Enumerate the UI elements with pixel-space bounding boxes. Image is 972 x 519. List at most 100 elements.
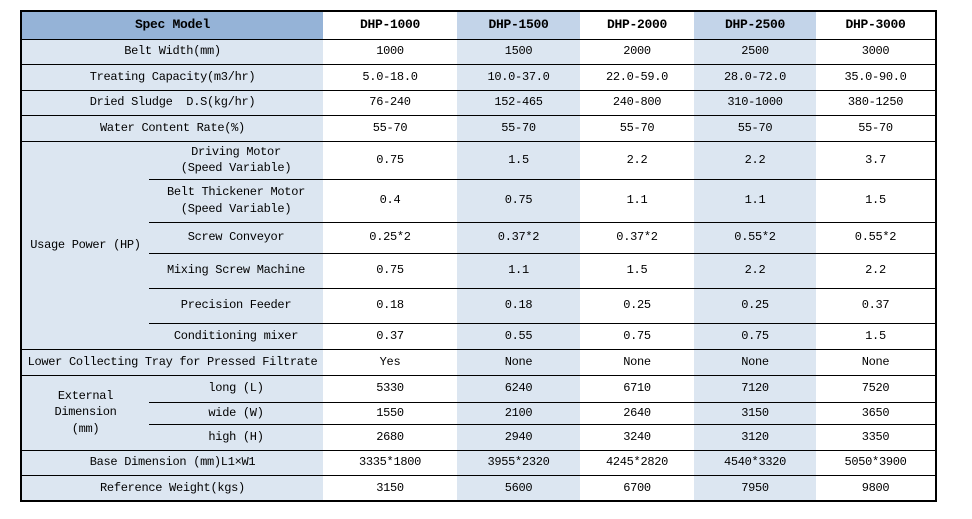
conditioning-mixer-value: 0.55 [457, 323, 581, 350]
belt-thickener-motor-value: 1.1 [580, 179, 695, 223]
dried-sludge-value: 152-465 [457, 90, 581, 116]
lower-collecting-tray-value: Yes [323, 349, 458, 376]
base-dimension-value: 4245*2820 [580, 450, 695, 476]
driving-motor-value: 1.5 [457, 141, 581, 180]
row-label-conditioning-mixer: Conditioning mixer [149, 323, 324, 350]
dimension-wide-value: 3650 [816, 402, 937, 425]
row-precision-feeder: Precision Feeder 0.18 0.18 0.25 0.25 0.3… [21, 288, 937, 324]
belt-width-value: 3000 [816, 39, 937, 65]
model-header-dhp-2500: DHP-2500 [694, 11, 817, 40]
model-header-dhp-3000: DHP-3000 [816, 11, 937, 40]
conditioning-mixer-value: 0.75 [694, 323, 817, 350]
belt-thickener-motor-value: 1.5 [816, 179, 937, 223]
screw-conveyor-value: 0.55*2 [694, 222, 817, 254]
dried-sludge-value: 380-1250 [816, 90, 937, 116]
row-label-treating-capacity: Treating Capacity(m3/hr) [21, 64, 324, 91]
row-label-lower-collecting-tray: Lower Collecting Tray for Pressed Filtra… [21, 349, 324, 376]
treating-capacity-value: 10.0-37.0 [457, 64, 581, 91]
precision-feeder-value: 0.25 [580, 288, 695, 324]
driving-motor-value: 0.75 [323, 141, 458, 180]
row-label-water-content: Water Content Rate(%) [21, 115, 324, 142]
belt-width-value: 1500 [457, 39, 581, 65]
spec-model-header: Spec Model [21, 11, 324, 40]
treating-capacity-value: 5.0-18.0 [323, 64, 458, 91]
dimension-long-value: 6710 [580, 375, 695, 403]
row-label-wide: wide (W) [149, 402, 324, 425]
row-label-mixing-screw-machine: Mixing Screw Machine [149, 253, 324, 289]
belt-width-value: 2500 [694, 39, 817, 65]
dimension-high-value: 2680 [323, 424, 458, 451]
row-label-reference-weight: Reference Weight(kgs) [21, 475, 324, 502]
model-header-dhp-1500: DHP-1500 [457, 11, 581, 40]
reference-weight-value: 7950 [694, 475, 817, 502]
lower-collecting-tray-value: None [457, 349, 581, 376]
row-base-dimension: Base Dimension (mm)L1×W1 3335*1800 3955*… [21, 450, 937, 476]
header-row: Spec Model DHP-1000 DHP-1500 DHP-2000 DH… [21, 11, 937, 40]
belt-width-value: 2000 [580, 39, 695, 65]
row-label-dried-sludge: Dried Sludge D.S(kg/hr) [21, 90, 324, 116]
row-label-driving-motor: Driving Motor (Speed Variable) [149, 141, 324, 180]
driving-motor-value: 2.2 [580, 141, 695, 180]
belt-thickener-motor-value: 1.1 [694, 179, 817, 223]
precision-feeder-value: 0.25 [694, 288, 817, 324]
belt-thickener-motor-value: 0.75 [457, 179, 581, 223]
reference-weight-value: 6700 [580, 475, 695, 502]
usage-power-group-label: Usage Power (HP) [21, 141, 149, 350]
precision-feeder-value: 0.18 [323, 288, 458, 324]
driving-motor-value: 3.7 [816, 141, 937, 180]
external-dimension-group-label: External Dimension (mm) [21, 375, 149, 451]
water-content-value: 55-70 [816, 115, 937, 142]
row-label-high: high (H) [149, 424, 324, 451]
precision-feeder-value: 0.37 [816, 288, 937, 324]
spec-sheet: Spec Model DHP-1000 DHP-1500 DHP-2000 DH… [20, 10, 938, 502]
row-dimension-long: External Dimension (mm) long (L) 5330 62… [21, 375, 937, 451]
belt-width-value: 1000 [323, 39, 458, 65]
row-label-belt-width: Belt Width(mm) [21, 39, 324, 65]
water-content-value: 55-70 [457, 115, 581, 142]
row-label-base-dimension: Base Dimension (mm)L1×W1 [21, 450, 324, 476]
conditioning-mixer-value: 0.75 [580, 323, 695, 350]
dimension-high-value: 3120 [694, 424, 817, 451]
row-reference-weight: Reference Weight(kgs) 3150 5600 6700 795… [21, 475, 937, 502]
water-content-value: 55-70 [694, 115, 817, 142]
water-content-value: 55-70 [323, 115, 458, 142]
precision-feeder-value: 0.18 [457, 288, 581, 324]
row-mixing-screw-machine: Mixing Screw Machine 0.75 1.1 1.5 2.2 2.… [21, 253, 937, 289]
reference-weight-value: 3150 [323, 475, 458, 502]
lower-collecting-tray-value: None [580, 349, 695, 376]
dimension-long-value: 7520 [816, 375, 937, 403]
dimension-long-value: 7120 [694, 375, 817, 403]
belt-thickener-motor-value: 0.4 [323, 179, 458, 223]
screw-conveyor-value: 0.37*2 [580, 222, 695, 254]
base-dimension-value: 3335*1800 [323, 450, 458, 476]
dried-sludge-value: 310-1000 [694, 90, 817, 116]
row-label-belt-thickener-motor: Belt Thickener Motor (Speed Variable) [149, 179, 324, 223]
model-header-dhp-1000: DHP-1000 [323, 11, 458, 40]
row-dimension-wide: wide (W) 1550 2100 2640 3150 3650 [21, 402, 937, 425]
dimension-high-value: 3240 [580, 424, 695, 451]
dimension-long-value: 6240 [457, 375, 581, 403]
base-dimension-value: 3955*2320 [457, 450, 581, 476]
mixing-screw-machine-value: 1.5 [580, 253, 695, 289]
treating-capacity-value: 35.0-90.0 [816, 64, 937, 91]
row-driving-motor: Usage Power (HP) Driving Motor (Speed Va… [21, 141, 937, 350]
water-content-value: 55-70 [580, 115, 695, 142]
treating-capacity-value: 22.0-59.0 [580, 64, 695, 91]
row-treating-capacity: Treating Capacity(m3/hr) 5.0-18.0 10.0-3… [21, 64, 937, 91]
dimension-high-value: 2940 [457, 424, 581, 451]
row-belt-thickener-motor: Belt Thickener Motor (Speed Variable) 0.… [21, 179, 937, 223]
dimension-wide-value: 2100 [457, 402, 581, 425]
row-screw-conveyor: Screw Conveyor 0.25*2 0.37*2 0.37*2 0.55… [21, 222, 937, 254]
dimension-long-value: 5330 [323, 375, 458, 403]
mixing-screw-machine-value: 2.2 [694, 253, 817, 289]
screw-conveyor-value: 0.37*2 [457, 222, 581, 254]
row-water-content: Water Content Rate(%) 55-70 55-70 55-70 … [21, 115, 937, 142]
treating-capacity-value: 28.0-72.0 [694, 64, 817, 91]
row-dimension-high: high (H) 2680 2940 3240 3120 3350 [21, 424, 937, 451]
row-dried-sludge: Dried Sludge D.S(kg/hr) 76-240 152-465 2… [21, 90, 937, 116]
row-conditioning-mixer: Conditioning mixer 0.37 0.55 0.75 0.75 1… [21, 323, 937, 350]
dried-sludge-value: 240-800 [580, 90, 695, 116]
screw-conveyor-value: 0.25*2 [323, 222, 458, 254]
mixing-screw-machine-value: 2.2 [816, 253, 937, 289]
row-label-precision-feeder: Precision Feeder [149, 288, 324, 324]
